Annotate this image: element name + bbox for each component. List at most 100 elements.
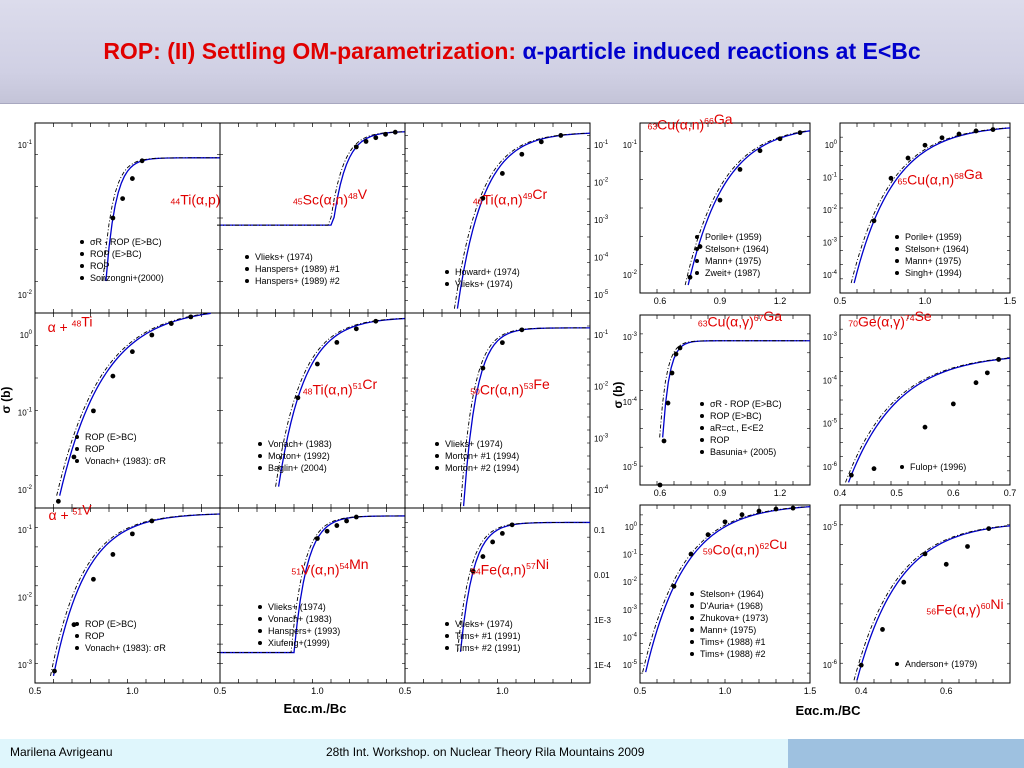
legend-entry: Stelson+ (1964) [705,244,769,254]
legend-marker [695,271,699,275]
reaction-label: 50Cr(α,n)53Fe [470,376,550,398]
data-point [499,171,505,176]
data-point [943,561,949,567]
label-superscript: 60 [981,601,991,611]
legend-marker [80,240,84,244]
y-tick-label: 10-2 [18,290,33,300]
legend-entry: ROP (E>BC) [710,411,762,421]
label-superscript: 59 [703,546,713,556]
y-tick-exponent: -1 [603,140,609,146]
slide-title: ROP: (II) Settling OM-parametrization: α… [0,38,1024,65]
chart-panel: 0.5 1.0 51V(α,n)54Mn Vlieks+ (1974) Vonach+ … [214,507,406,696]
label-superscript: 51 [73,506,83,516]
y-tick-exponent: 0 [634,522,638,528]
legend-marker [258,605,262,609]
rop-above-barrier-curve [217,131,403,226]
data-point [880,627,885,632]
data-point [922,424,928,430]
y-tick-label: 10-6 [823,660,838,670]
legend-marker [695,235,699,239]
label-segment: α + [48,507,72,523]
chart-panel: 100 10-1 10-2 α + 48Ti ROP (E>BC) ROP Vonach+ … [18,312,221,509]
mid-y-axis-label: σ (b) [611,382,625,409]
y-tick-label: 100 [625,522,638,532]
data-point [990,127,996,132]
slide-footer: Marilena Avrigeanu 28th Int. Workshop. o… [0,739,1024,768]
y-tick-label: 10-1 [18,525,33,535]
legend-entry: σR - ROP (E>BC) [90,237,162,247]
y-tick-exponent: -2 [603,178,609,184]
chart-panel: 100 10-1 10-2 10-3 10-4 0.5 1.0 1.5 65Cu(α,n)68G… [823,122,1016,306]
data-point [950,401,956,407]
legend-marker [695,247,699,251]
y-tick-label: 10-3 [18,660,33,670]
label-segment: Fe(α,n) [481,561,526,577]
y-tick-label: 10-5 [823,522,838,532]
y-tick-label: 10-4 [594,485,609,495]
label-superscript: 62 [760,541,770,551]
legend-entry: aR=ct., E<E2 [710,423,764,433]
legend-entry: Vonach+ (1983): σR [85,643,166,653]
y-tick-exponent: -4 [603,253,609,259]
label-segment: Se [915,308,932,324]
label-superscript: 54 [471,566,481,576]
panel-frame [404,507,591,684]
rop-above-barrier-curve [853,525,1008,681]
legend-entry: Xiufeng+(1999) [268,638,330,648]
label-superscript: 48 [303,386,313,396]
data-point [739,512,745,518]
y-tick-exponent: -4 [832,270,838,276]
legend-marker [245,267,249,271]
data-point [55,498,61,504]
data-point [665,400,671,406]
y-tick-label: 10-1 [18,140,33,150]
y-tick-label: 10-1 [623,140,638,150]
chart-panel: 10-3 10-4 10-5 0.6 0.9 1.2 63Cu(α,γ)67Ga σR - R… [623,308,811,498]
y-tick-label: 10-3 [594,433,609,443]
label-superscript: 45 [293,196,303,206]
x-tick-label: 0.5 [890,488,903,498]
panel-frame [34,507,221,684]
legend-marker [700,426,704,430]
data-point [688,551,694,557]
label-segment: Ti(α,p) [180,191,220,207]
data-point [777,136,783,142]
data-point [373,135,379,141]
y-tick-exponent: -1 [632,550,638,556]
panel-frame [404,312,591,509]
rop-curve [687,130,811,286]
rop-above-barrier-curve [102,157,218,282]
label-segment: Cu(α,n) [907,171,954,187]
y-tick-exponent: -4 [632,397,638,403]
data-point [797,130,803,136]
data-point [973,128,979,134]
label-segment: V [358,186,368,202]
data-point [149,518,155,524]
rop-above-barrier-curve [659,340,807,438]
legend-entry: Morton+ (1992) [268,451,330,461]
y-tick-exponent: -2 [832,205,838,211]
label-superscript: 48 [348,191,358,201]
legend-marker [895,259,899,263]
label-superscript: 51 [353,381,363,391]
label-segment: Cu [769,536,787,552]
rop-curve [59,312,211,496]
legend-entry: Vlieks+ (1974) [268,602,326,612]
y-tick-label: 10-4 [623,397,638,407]
x-tick-label: 0.5 [634,686,647,696]
label-superscript: 48 [72,318,82,328]
legend-marker [445,282,449,286]
legend-marker [690,616,694,620]
footer-author: Marilena Avrigeanu [10,745,113,759]
y-tick-exponent: -2 [632,270,638,276]
x-tick-label: 0.6 [654,488,667,498]
y-tick-label: 0.1 [594,526,606,535]
reaction-label: α + 51V [48,501,92,523]
panel-frame [219,507,406,684]
legend-entry: Vlieks+ (1974) [455,279,513,289]
legend-marker [895,235,899,239]
label-segment: Mn [349,556,368,572]
legend-entry: Stelson+ (1964) [905,244,969,254]
